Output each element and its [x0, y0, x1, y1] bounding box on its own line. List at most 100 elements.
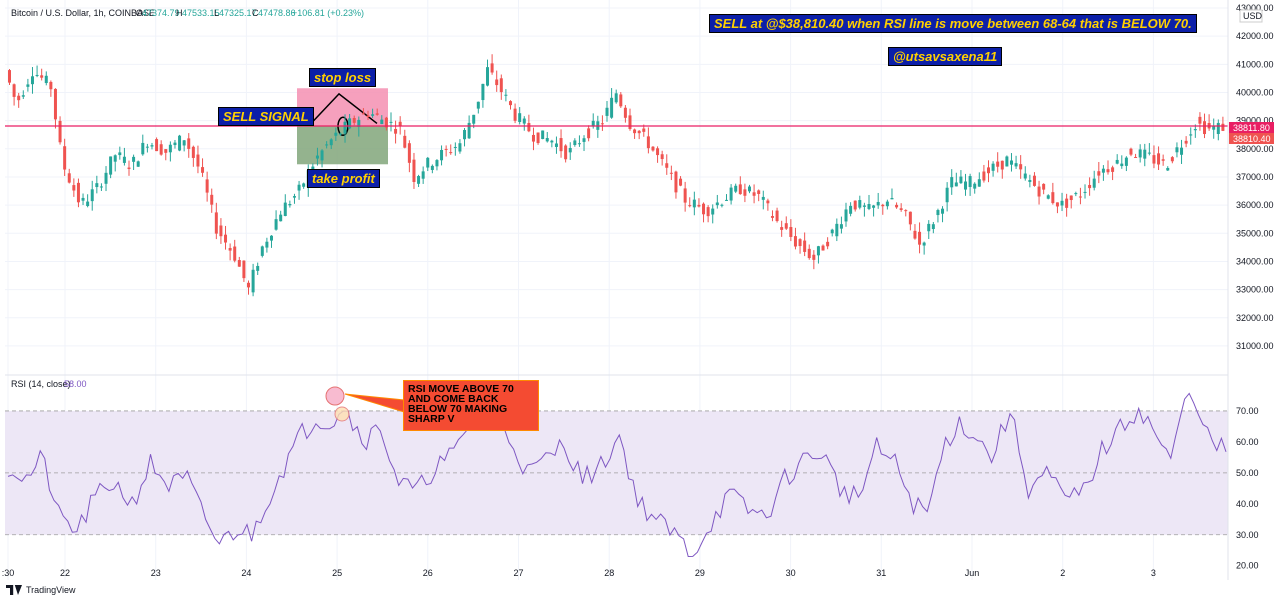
- price-axis[interactable]: 43000.00 42000.00 41000.00 40000.00 39000.00…: [1236, 3, 1274, 571]
- price-tick-label: 41000.00: [1236, 59, 1274, 69]
- sell-note[interactable]: SELL at @$38,810.40 when RSI line is mov…: [709, 14, 1197, 33]
- time-tick-label: 2: [1060, 568, 1065, 578]
- candle-body: [977, 179, 981, 187]
- candle-body: [86, 201, 90, 207]
- candle-body: [113, 155, 117, 162]
- candle-body: [913, 230, 917, 239]
- price-tick-label: 32000.00: [1236, 313, 1274, 323]
- candle-body: [1000, 160, 1004, 170]
- high-label: H: [176, 8, 183, 18]
- candle-body: [449, 152, 453, 154]
- candle-body: [1106, 169, 1110, 173]
- candle-body: [1069, 195, 1073, 201]
- time-axis[interactable]: :30 22 23 24 25 26 27 28 29 30 31 Jun 2 3: [2, 568, 1156, 578]
- candle-body: [150, 145, 154, 147]
- price-tag-lower-text: 38810.40: [1233, 134, 1271, 144]
- candle-body: [807, 248, 811, 259]
- candle-body: [844, 209, 848, 222]
- candle-body: [775, 210, 779, 222]
- candle-body: [407, 143, 411, 163]
- candle-body: [568, 147, 572, 153]
- candle-body: [8, 70, 11, 83]
- candle-body: [53, 88, 57, 120]
- candle-body: [1124, 157, 1128, 166]
- rsi-tick-label: 30.00: [1236, 530, 1259, 540]
- candle-body: [541, 130, 545, 140]
- price-tick-label: 31000.00: [1236, 341, 1274, 351]
- candle-body: [642, 128, 646, 132]
- candle-body: [770, 216, 774, 218]
- candle-body: [885, 201, 889, 207]
- candle-body: [430, 165, 434, 170]
- candle-body: [743, 189, 747, 196]
- candle-body: [508, 101, 512, 106]
- price-tick-label: 39000.00: [1236, 116, 1274, 126]
- take-profit-label[interactable]: take profit: [307, 169, 380, 188]
- rsi-callout[interactable]: RSI MOVE ABOVE 70 AND COME BACK BELOW 70…: [403, 380, 539, 431]
- price-tick-label: 40000.00: [1236, 87, 1274, 97]
- stop-loss-label[interactable]: stop loss: [309, 68, 377, 87]
- price-tick-label: 43000.00: [1236, 3, 1274, 13]
- tradingview-branding[interactable]: TradingView: [6, 585, 76, 595]
- time-tick-label: 27: [513, 568, 523, 578]
- candle-body: [40, 75, 44, 78]
- candle-body: [458, 143, 462, 152]
- candle-body: [1005, 156, 1009, 167]
- candle-body: [968, 176, 972, 187]
- candle-body: [1042, 183, 1046, 190]
- candle-body: [959, 176, 963, 184]
- candle-body: [734, 185, 738, 192]
- candle-body: [334, 132, 338, 136]
- candle-body: [122, 156, 126, 163]
- candle-body: [164, 149, 168, 153]
- candle-body: [366, 115, 370, 118]
- candle-body: [651, 146, 655, 151]
- candle-body: [996, 161, 1000, 167]
- candle-body: [600, 123, 604, 125]
- candle-body: [371, 114, 375, 116]
- price-tag-upper: [1229, 122, 1274, 133]
- candle-body: [205, 179, 209, 193]
- candle-body: [17, 95, 21, 101]
- rsi-line: [7, 392, 1227, 558]
- candle-body: [720, 204, 724, 206]
- rsi-tick-label: 40.00: [1236, 499, 1259, 509]
- author-note[interactable]: @utsavsaxena11: [888, 47, 1003, 66]
- price-tick-label: 35000.00: [1236, 228, 1274, 238]
- candle-body: [895, 204, 899, 208]
- candle-body: [633, 129, 637, 134]
- candle-body: [72, 185, 76, 191]
- candle-body: [325, 144, 329, 146]
- currency-badge[interactable]: [1239, 9, 1263, 23]
- candle-body: [945, 187, 949, 203]
- candle-body: [922, 242, 926, 246]
- candle-body: [155, 139, 159, 152]
- candle-body: [486, 67, 490, 86]
- candle-body: [757, 190, 761, 194]
- candle-body: [637, 130, 641, 134]
- candle-body: [224, 234, 228, 243]
- candle-body: [1170, 157, 1174, 162]
- candle-body: [1147, 152, 1151, 154]
- tradingview-logo-text: TradingView: [26, 585, 76, 595]
- candle-body: [159, 144, 163, 155]
- time-tick-label: 23: [151, 568, 161, 578]
- candle-body: [793, 236, 797, 247]
- sell-signal-label[interactable]: SELL SIGNAL: [218, 107, 314, 126]
- candle-body: [1032, 175, 1036, 186]
- candle-body: [481, 83, 485, 101]
- candle-body: [954, 182, 958, 187]
- rsi-current-value: 58.00: [64, 379, 87, 389]
- candle-body: [679, 178, 683, 186]
- candle-body: [582, 138, 586, 142]
- candle-body: [21, 95, 25, 97]
- candle-body: [789, 227, 793, 237]
- candle-body: [918, 231, 922, 245]
- candle-body: [858, 200, 862, 208]
- candle-body: [761, 196, 765, 200]
- candle-body: [1198, 116, 1202, 124]
- candle-body: [499, 78, 503, 93]
- candle-body: [196, 154, 200, 167]
- candle-body: [237, 260, 241, 267]
